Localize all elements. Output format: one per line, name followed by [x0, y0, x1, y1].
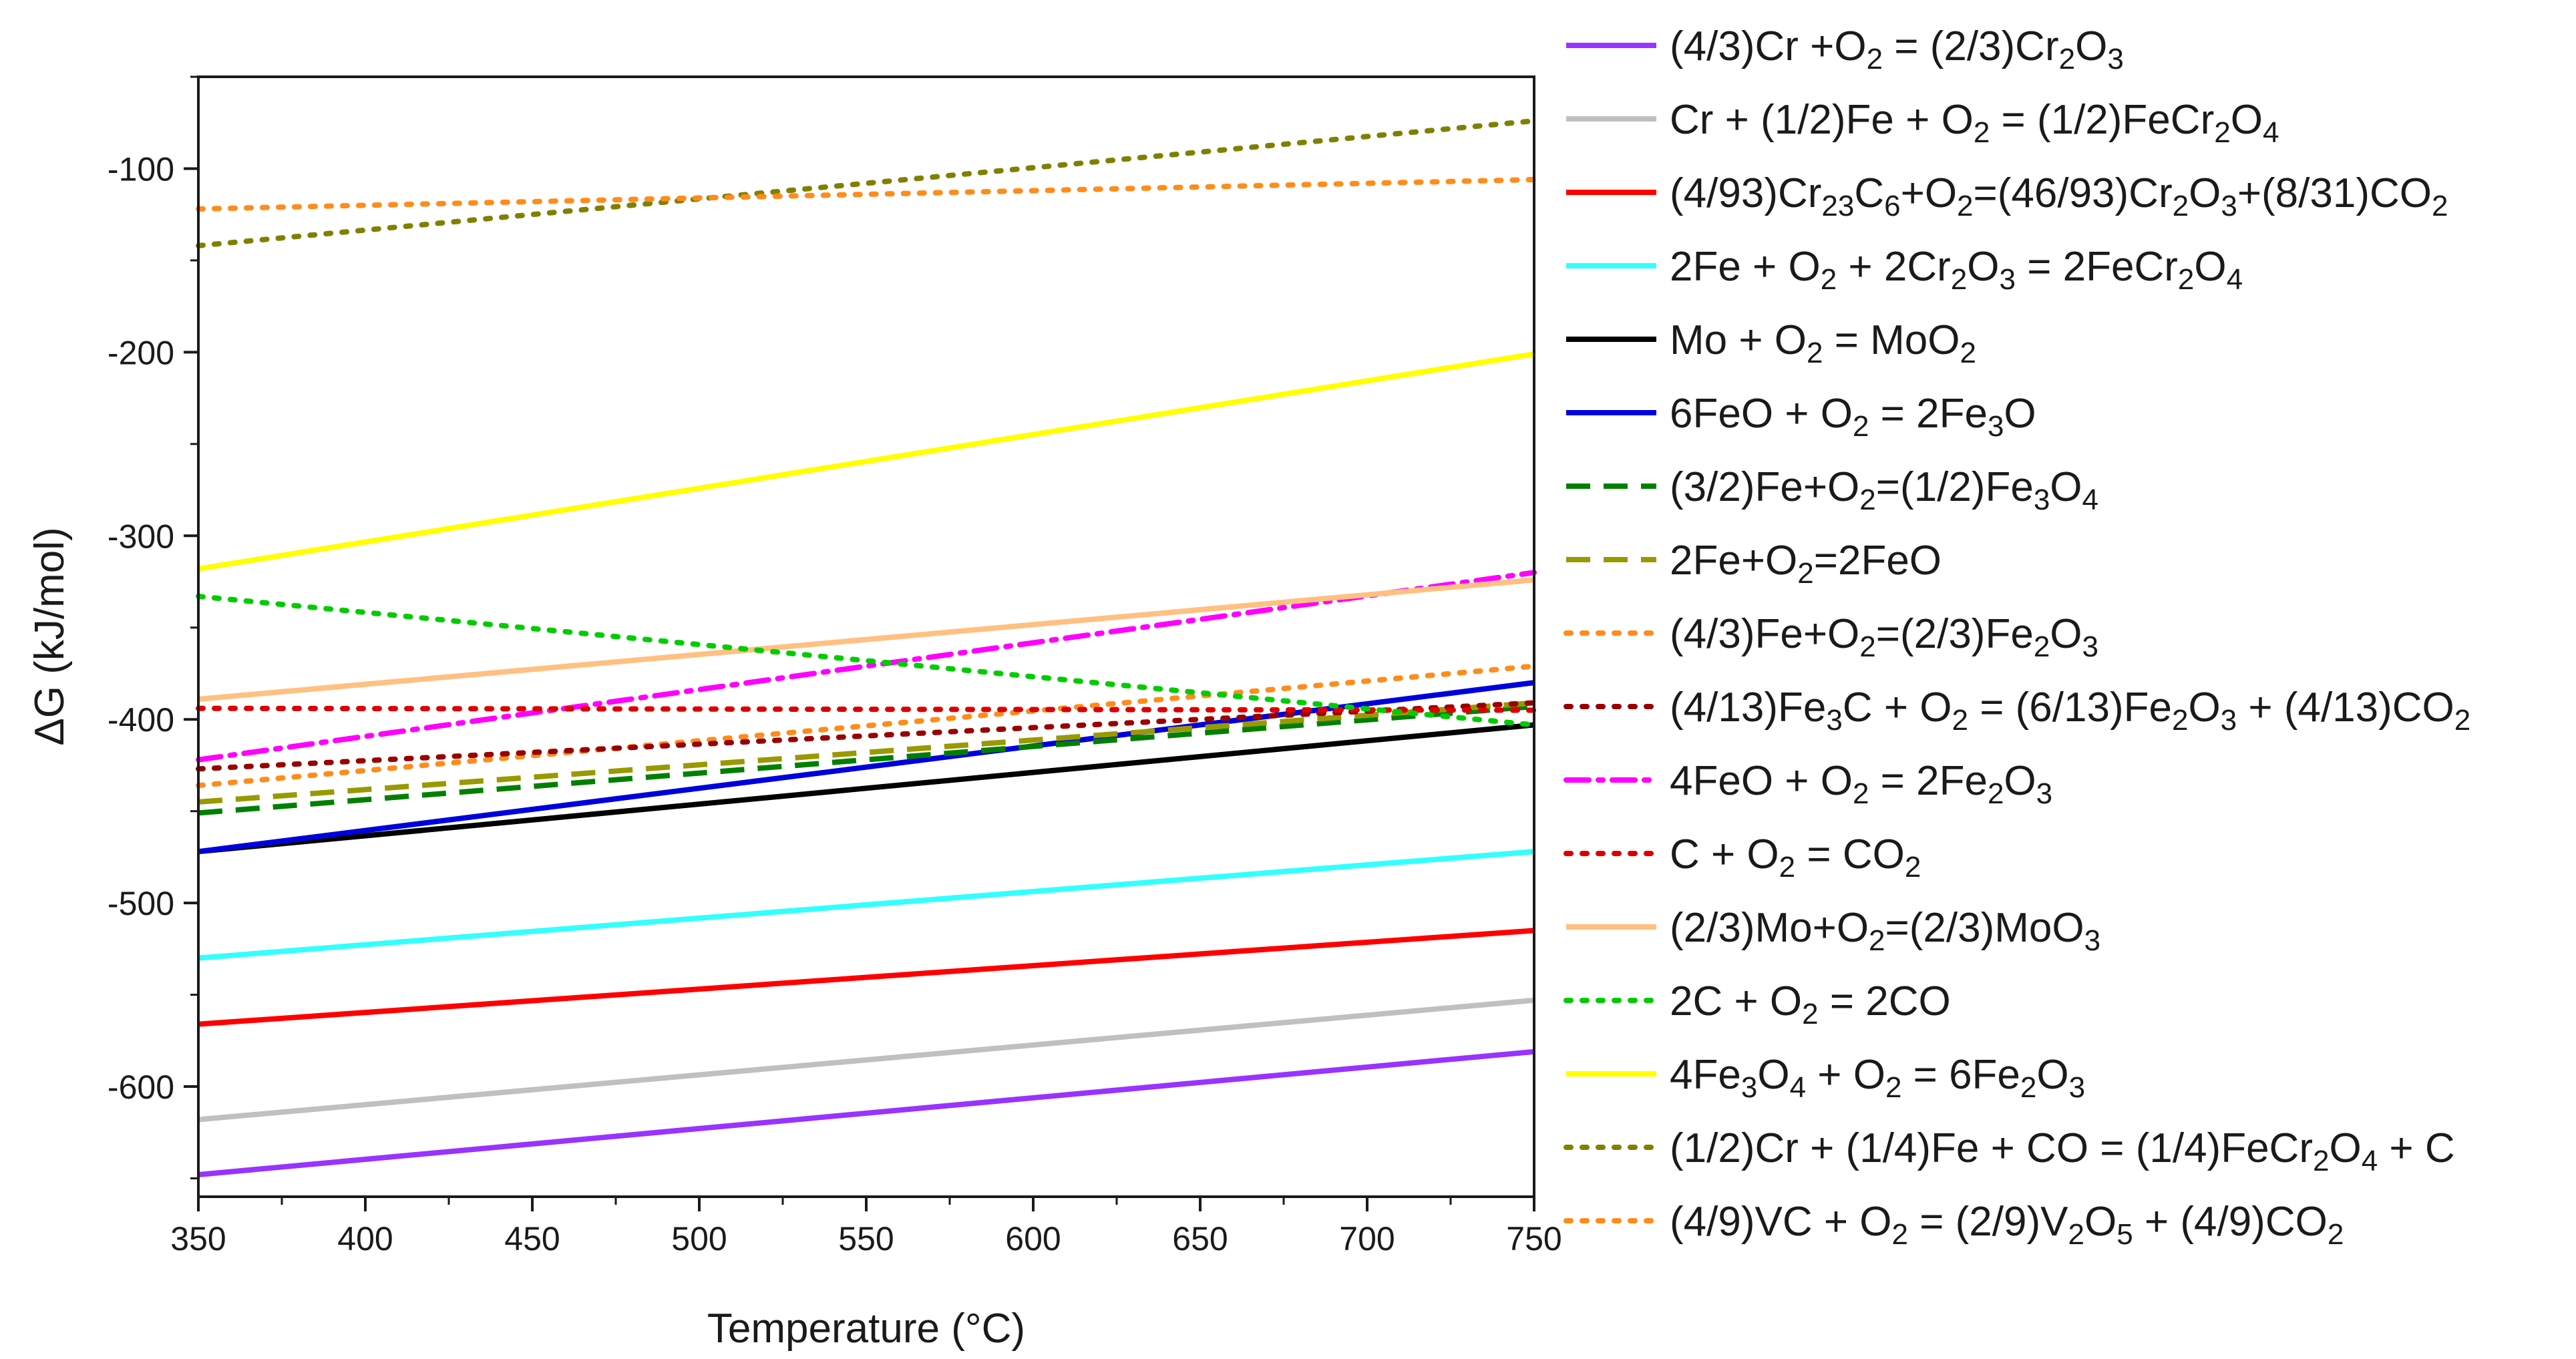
series-line-11	[196, 570, 1537, 763]
x-tick-label: 500	[671, 1220, 727, 1257]
y-tick-label: -200	[108, 334, 174, 371]
series-line-4	[198, 849, 1535, 961]
y-tick-label: -500	[108, 885, 174, 922]
legend-label-4: 2Fe + O2 + 2Cr2O3 = 2FeCr2O4	[1670, 244, 2243, 296]
y-tick-label: -300	[108, 518, 174, 555]
x-tick-label: 450	[504, 1220, 560, 1257]
legend-label-8: 2Fe+O2=2FeO	[1670, 538, 1942, 590]
legend-label-7: (3/2)Fe+O2=(1/2)Fe3O4	[1670, 464, 2098, 516]
x-tick-label: 600	[1005, 1220, 1061, 1257]
legend-label-1: (4/3)Cr +O2 = (2/3)Cr2O3	[1670, 23, 2124, 75]
legend-label-15: 4Fe3O4 + O2 = 6Fe2O3	[1670, 1052, 2085, 1104]
series-line-5	[198, 722, 1535, 855]
axes-layer: 350 400 450 500 550 600 650 700 750 -100 -200 -300 -…	[108, 75, 1562, 1257]
x-axis-title: Temperature (°C)	[707, 1306, 1025, 1352]
x-tick-label: 650	[1172, 1220, 1228, 1257]
series-line-13	[198, 577, 1535, 702]
legend-label-6: 6FeO + O2 = 2Fe3O	[1670, 391, 2036, 443]
legend-label-16: (1/2)Cr + (1/4)Fe + CO = (1/4)FeCr2O4 + …	[1670, 1125, 2455, 1177]
series-line-15	[198, 351, 1535, 572]
y-tick-label: -600	[108, 1069, 174, 1106]
legend-label-5: Mo + O2 = MoO2	[1670, 317, 1976, 369]
legend-label-11: 4FeO + O2 = 2Fe2O3	[1670, 758, 2052, 810]
y-tick-label: -400	[108, 701, 174, 739]
series-line-17	[196, 177, 1537, 212]
legend-label-17: (4/9)VC + O2 = (2/9)V2O5 + (4/9)CO2	[1670, 1199, 2344, 1251]
series-line-10	[196, 700, 1537, 772]
legend-label-13: (2/3)Mo+O2=(2/3)MoO3	[1670, 905, 2100, 957]
series-line-3	[198, 928, 1535, 1027]
legend-label-14: 2C + O2 = 2CO	[1670, 978, 1951, 1030]
series-line-2	[198, 997, 1535, 1123]
plot-frame	[197, 75, 1535, 1198]
series-layer	[196, 118, 1537, 1177]
x-tick-label: 750	[1506, 1220, 1561, 1257]
series-line-9	[196, 663, 1537, 789]
legend-label-2: Cr + (1/2)Fe + O2 = (1/2)FeCr2O4	[1670, 97, 2279, 149]
x-tick-label: 550	[838, 1220, 894, 1257]
legend-label-3: (4/93)Cr23C6+O2=(46/93)Cr2O3+(8/31)CO2	[1670, 170, 2448, 222]
legend-label-9: (4/3)Fe+O2=(2/3)Fe2O3	[1670, 611, 2098, 663]
series-line-14	[196, 594, 1537, 728]
series-line-7	[198, 704, 1535, 816]
series-line-1	[198, 1048, 1535, 1177]
series-line-12	[196, 705, 1537, 713]
y-tick-label: -100	[108, 150, 174, 188]
legend-label-12: C + O2 = CO2	[1670, 831, 1921, 884]
x-tick-label: 350	[170, 1220, 226, 1257]
series-line-16	[196, 118, 1537, 248]
legend: (4/3)Cr +O2 = (2/3)Cr2O3 Cr + (1/2)Fe + O…	[1563, 23, 2470, 1251]
legend-label-10: (4/13)Fe3C + O2 = (6/13)Fe2O3 + (4/13)CO…	[1670, 685, 2470, 737]
x-tick-label: 400	[337, 1220, 393, 1257]
x-tick-label: 700	[1339, 1220, 1395, 1257]
y-axis-title: ΔG (kJ/mol)	[27, 527, 73, 745]
